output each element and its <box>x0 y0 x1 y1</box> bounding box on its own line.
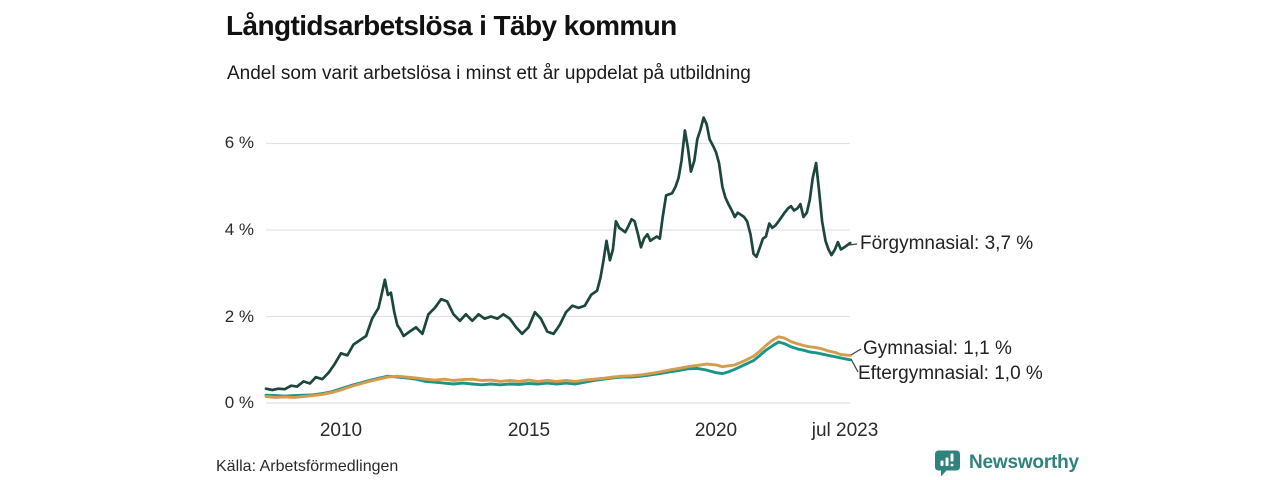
brand-name: Newsworthy <box>969 452 1079 473</box>
chart-title: Långtidsarbetslösa i Täby kommun <box>226 10 677 41</box>
chart-subtitle: Andel som varit arbetslösa i minst ett å… <box>227 63 751 84</box>
series-label-eftergymnasial: Eftergymnasial: 1,0 % <box>858 363 1043 384</box>
y-axis-tick-0: 0 % <box>224 393 254 412</box>
x-axis-tick-2015: 2015 <box>507 420 551 441</box>
series-label-forgymnasial: Förgymnasial: 3,7 % <box>860 233 1034 254</box>
newsworthy-logo-icon <box>935 450 960 477</box>
x-axis-tick-2010: 2010 <box>319 420 363 441</box>
x-axis-tick-jul-2023: jul 2023 <box>811 420 879 441</box>
y-axis-tick-4: 4 % <box>224 220 254 239</box>
bar-chart-glyph <box>940 460 944 466</box>
y-axis-tick-6: 6 % <box>224 133 254 152</box>
gridlines <box>266 142 850 404</box>
y-axis-tick-2: 2 % <box>224 307 254 326</box>
series-line-forgymnasial <box>264 116 852 392</box>
series-label-gymnasial: Gymnasial: 1,1 % <box>863 338 1012 359</box>
leader-line-eftergymnasial <box>850 358 859 373</box>
leader-line-forgymnasial <box>848 243 858 246</box>
source-note: Källa: Arbetsförmedlingen <box>216 458 399 475</box>
x-axis-tick-2020: 2020 <box>694 420 738 441</box>
brand-lockup: Newsworthy <box>934 449 1079 477</box>
series-line-gymnasial <box>264 335 852 399</box>
leader-line-gymnasial <box>850 348 862 356</box>
